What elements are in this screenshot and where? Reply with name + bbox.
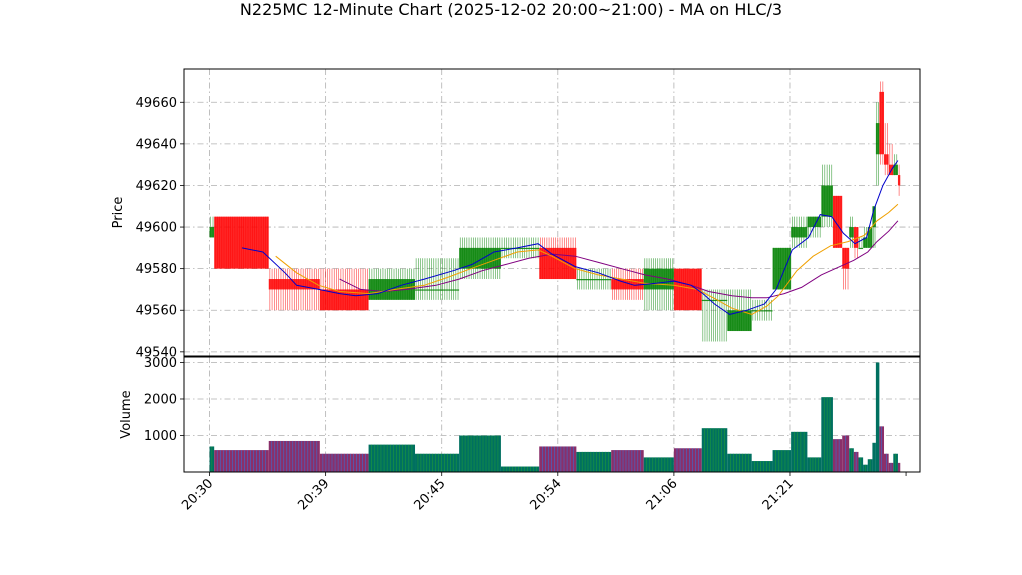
candle-body xyxy=(611,279,644,290)
volume-bar xyxy=(368,444,416,472)
volume-bar-stripes xyxy=(271,440,318,472)
volume-bar-stripes xyxy=(730,453,749,472)
volume-bar xyxy=(701,428,728,472)
candle-body xyxy=(576,279,612,281)
volume-bar-stripes xyxy=(542,446,574,472)
candle-body xyxy=(701,299,728,302)
candle-body xyxy=(727,310,752,332)
volume-bar xyxy=(415,453,460,472)
candle-body xyxy=(807,216,822,228)
candle-body xyxy=(751,310,773,312)
volume-bar-stripes xyxy=(704,428,725,472)
price-tick-label: 49620 xyxy=(136,179,177,194)
volume-bar xyxy=(500,466,540,472)
volume-bar xyxy=(872,442,876,472)
candle-body xyxy=(863,237,868,248)
candle-body xyxy=(268,279,320,290)
candle-body xyxy=(832,195,843,248)
candle-body xyxy=(875,123,880,155)
x-tick-label: 20:39 xyxy=(295,476,332,513)
volume-bar-stripes xyxy=(835,439,840,472)
volume-bar xyxy=(791,431,808,472)
volume-bar xyxy=(897,462,901,472)
candle-body xyxy=(214,216,269,269)
candle-body xyxy=(842,247,850,269)
volume-bar xyxy=(268,440,320,472)
candle-body xyxy=(459,247,501,269)
candle-body xyxy=(849,227,854,238)
candle-wick xyxy=(859,237,863,248)
volume-bar-stripes xyxy=(417,453,457,472)
volume-bar xyxy=(832,439,843,472)
price-axis-label: Price xyxy=(111,197,126,229)
volume-tick-label: 2000 xyxy=(144,392,177,407)
price-panel-frame xyxy=(183,68,921,357)
volume-bar xyxy=(875,362,880,472)
volume-bar-stripes xyxy=(322,453,366,472)
candle-body xyxy=(791,227,808,238)
volume-bar-stripes xyxy=(794,431,805,472)
x-tick-label: 21:21 xyxy=(760,476,797,513)
candle-body xyxy=(884,154,889,165)
volume-bar xyxy=(611,450,644,472)
volume-tick-label: 1000 xyxy=(144,429,177,444)
ma-fast-line xyxy=(241,160,899,315)
price-panel-bg xyxy=(184,69,920,356)
candle-body xyxy=(872,206,876,228)
volume-bar-stripes xyxy=(823,397,831,472)
volume-bar xyxy=(673,448,702,472)
price-tick-label: 49640 xyxy=(136,137,177,152)
volume-tick-label: 3000 xyxy=(144,356,177,371)
chart-title: N225MC 12-Minute Chart (2025-12-02 20:00… xyxy=(239,0,783,19)
candle-body xyxy=(879,91,885,155)
volume-bar-stripes xyxy=(646,457,672,472)
volume-bar xyxy=(751,461,773,472)
price-tick-label: 49660 xyxy=(136,96,177,111)
ma-mid-line xyxy=(275,203,899,315)
candle-body xyxy=(415,289,460,291)
x-tick-label: 21:06 xyxy=(644,476,681,513)
candle-body xyxy=(853,227,859,248)
volume-bar-stripes xyxy=(578,451,609,472)
candle-body xyxy=(897,175,901,186)
volume-bar-stripes xyxy=(371,444,413,472)
volume-panel-frame xyxy=(183,356,921,473)
candle-body xyxy=(319,289,369,311)
volume-axis-label: Volume xyxy=(119,390,134,438)
price-tick-label: 49540 xyxy=(136,345,177,360)
x-tick-label: 20:30 xyxy=(179,476,216,513)
candle-body xyxy=(643,268,674,290)
volume-bar-stripes xyxy=(461,435,499,472)
volume-bar-stripes xyxy=(775,450,789,472)
volume-bar-stripes xyxy=(503,466,537,472)
candle-body xyxy=(772,247,792,290)
candle-body xyxy=(867,227,873,248)
volume-bar-stripes xyxy=(809,457,819,472)
x-tick-label: 20:45 xyxy=(411,476,448,513)
price-tick-label: 49560 xyxy=(136,304,177,319)
volume-bar-stripes xyxy=(754,461,770,472)
candle-body xyxy=(500,247,540,250)
candle-wick xyxy=(644,258,674,311)
candle-body xyxy=(209,227,215,238)
volume-bar-stripes xyxy=(676,448,699,472)
x-tick-label: 20:54 xyxy=(528,476,565,513)
candle-body xyxy=(893,164,898,176)
ma-slow-line xyxy=(339,220,899,299)
volume-bar-stripes xyxy=(613,450,642,472)
candle-wick xyxy=(884,123,888,176)
price-tick-label: 49600 xyxy=(136,221,177,236)
price-tick-label: 49580 xyxy=(136,262,177,277)
volume-bar xyxy=(807,457,822,472)
volume-bar-stripes xyxy=(216,450,267,472)
candle-body xyxy=(858,247,864,250)
candle-body xyxy=(821,185,833,217)
